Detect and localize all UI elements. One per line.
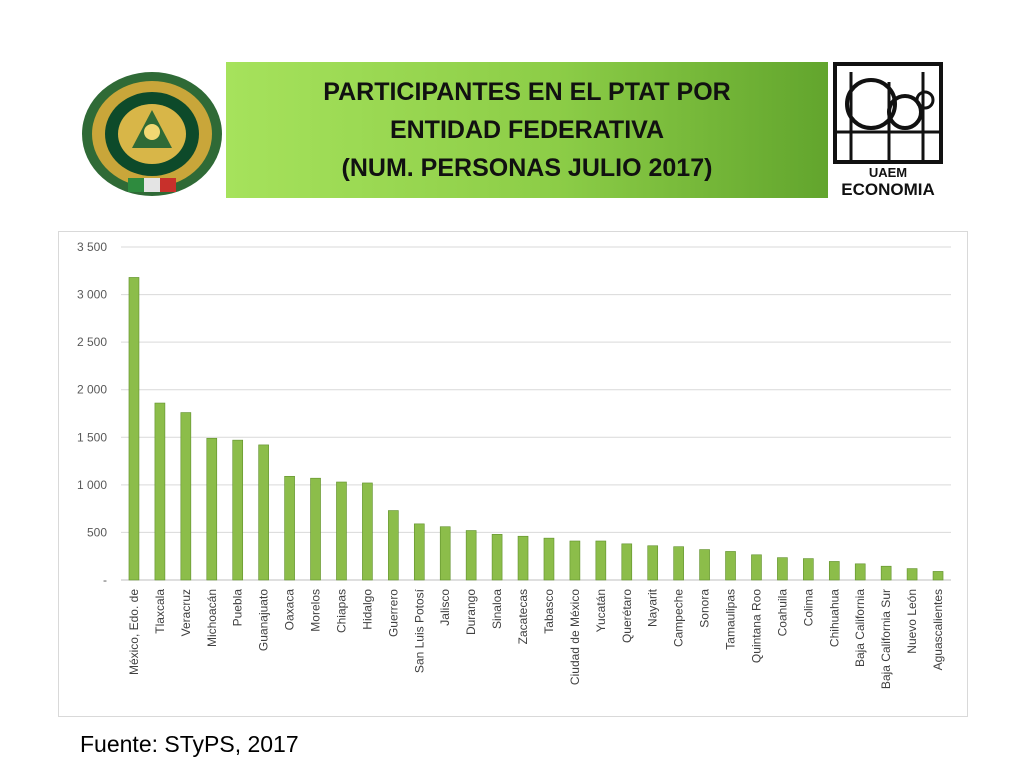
bar <box>232 439 244 581</box>
x-tick-label: Chiapas <box>334 589 348 633</box>
y-tick-label: 3 500 <box>77 240 107 254</box>
bar <box>491 534 503 581</box>
x-tick-label: Querétaro <box>620 589 634 643</box>
x-tick-label: Campeche <box>672 589 686 647</box>
bar <box>932 571 944 581</box>
title-line: (NUM. PERSONAS JULIO 2017) <box>341 154 713 182</box>
y-tick-label: 1 000 <box>77 478 107 492</box>
bar <box>413 523 425 581</box>
x-tick-label: Aguascalientes <box>931 589 945 670</box>
x-tick-label: Yucatán <box>594 589 608 632</box>
bar <box>206 437 218 581</box>
bar <box>621 543 633 581</box>
x-tick-label: Veracruz <box>179 589 193 636</box>
title-banner: PARTICIPANTES EN EL PTAT POR ENTIDAD FED… <box>226 62 828 198</box>
bar <box>543 537 555 581</box>
bar <box>647 545 659 581</box>
bar <box>362 482 373 581</box>
bar <box>310 477 321 581</box>
x-tick-label: Nayarit <box>646 588 660 627</box>
x-tick-label: Morelos <box>309 589 323 632</box>
bar <box>180 412 192 581</box>
bar <box>828 561 840 581</box>
bar <box>465 530 477 581</box>
x-tick-label: Tamaulipas <box>724 589 738 650</box>
logo-lettering-2: ECONOMIA <box>841 180 935 198</box>
x-tick-label: Guanajuato <box>257 589 271 651</box>
uaem-seal-logo <box>80 66 224 198</box>
x-tick-label: Colima <box>801 589 815 627</box>
bar-chart-svg: - 500 1 000 1 500 2 000 2 500 3 000 3 500 México… <box>77 240 951 689</box>
source-note: Fuente: STyPS, 2017 <box>80 731 299 757</box>
y-tick-label: 2 500 <box>77 335 107 349</box>
x-tick-label: México, Edo. de <box>127 589 141 675</box>
x-tick-label: Chihuahua <box>827 589 841 647</box>
x-tick-label: Nuevo León <box>905 589 919 654</box>
x-tick-label: Ciudad de México <box>568 589 582 685</box>
title-line: ENTIDAD FEDERATIVA <box>389 116 665 144</box>
bar <box>751 554 762 581</box>
page-title: PARTICIPANTES EN EL PTAT POR ENTIDAD FED… <box>226 73 828 187</box>
y-tick-label: 500 <box>87 525 107 539</box>
bar <box>777 557 788 581</box>
bar <box>595 540 607 581</box>
bar <box>388 510 399 581</box>
bar <box>336 481 347 581</box>
bar <box>569 540 581 581</box>
bar <box>128 277 140 581</box>
bar <box>854 563 866 581</box>
x-tick-label: Zacatecas <box>516 589 530 644</box>
y-tick-label: 2 000 <box>77 383 107 397</box>
bar <box>803 558 814 581</box>
x-tick-label: Coahuila <box>775 589 789 637</box>
y-tick-label: 1 500 <box>77 430 107 444</box>
bar <box>699 549 710 581</box>
bar <box>880 565 892 581</box>
bar <box>517 535 529 581</box>
bar-chart: - 500 1 000 1 500 2 000 2 500 3 000 3 500 México… <box>58 231 968 717</box>
x-tick-label: Hidalgo <box>360 589 374 630</box>
x-tick-label: Quintana Roo <box>749 589 763 663</box>
bar <box>154 402 166 581</box>
x-tick-label: Michoacán <box>205 589 219 647</box>
bar <box>906 568 918 581</box>
x-tick-label: Jalisco <box>438 589 452 626</box>
logo-lettering-1: UAEM <box>869 165 907 180</box>
x-tick-label: Sinaloa <box>490 589 504 629</box>
x-tick-label: Baja California <box>853 589 867 667</box>
x-tick-label: Baja California Sur <box>879 589 893 689</box>
title-line: PARTICIPANTES EN EL PTAT POR <box>323 78 731 106</box>
x-tick-label: Sonora <box>698 589 712 628</box>
bar <box>725 551 736 581</box>
bar <box>673 546 684 581</box>
x-tick-label: Oaxaca <box>283 589 297 631</box>
bar <box>258 444 269 581</box>
bar <box>439 526 451 581</box>
x-tick-label: San Luis Potosí <box>412 588 426 673</box>
x-tick-label: Guerrero <box>386 589 400 637</box>
y-tick-label: - <box>103 573 107 587</box>
x-tick-label: Puebla <box>231 589 245 627</box>
x-tick-label: Durango <box>464 589 478 635</box>
bar <box>284 475 295 581</box>
x-tick-label: Tabasco <box>542 589 556 634</box>
y-tick-label: 3 000 <box>77 288 107 302</box>
x-tick-label: Tlaxcala <box>153 589 167 634</box>
uaem-economia-logo: UAEM ECONOMIA <box>833 62 943 199</box>
